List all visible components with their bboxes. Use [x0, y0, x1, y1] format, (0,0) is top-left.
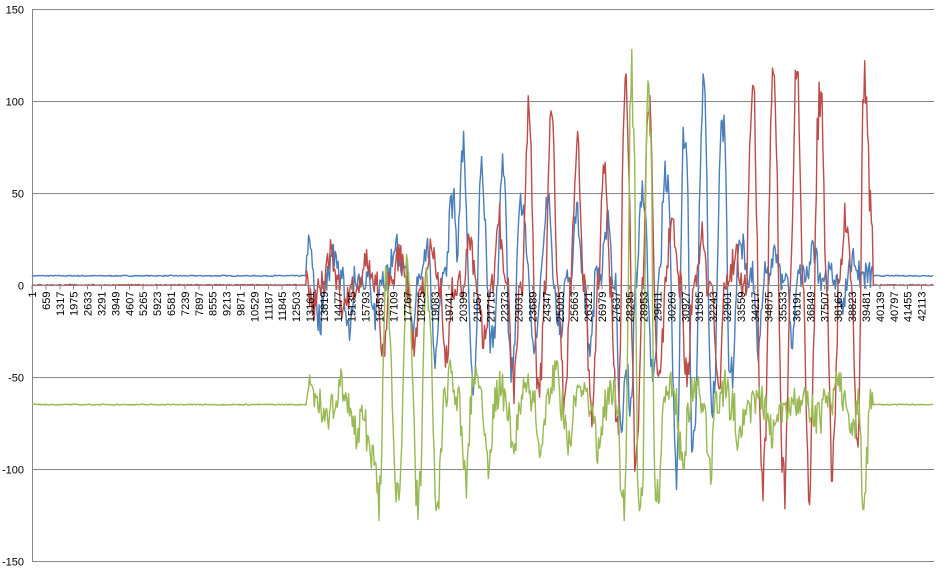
x-tick-label: 1 — [27, 292, 39, 298]
x-tick-label: 40139 — [875, 292, 887, 323]
x-tick-label: 9213 — [222, 292, 234, 316]
x-tick-label: 40797 — [889, 292, 901, 323]
x-tick-label: 26979 — [597, 292, 609, 323]
x-tick-label: 34217 — [750, 292, 762, 323]
x-tick-label: 14477 — [333, 292, 345, 323]
x-tick-label: 7239 — [180, 292, 192, 316]
x-tick-label: 5265 — [138, 292, 150, 316]
x-tick-label: 33559 — [736, 292, 748, 323]
series-line-1 — [31, 73, 934, 491]
x-tick-label: 15135 — [347, 292, 359, 323]
x-tick-label: 32243 — [708, 292, 720, 323]
x-tick-label: 23689 — [527, 292, 539, 323]
x-tick-label: 30269 — [666, 292, 678, 323]
x-tick-label: 659 — [41, 292, 53, 310]
x-tick-label: 22373 — [500, 292, 512, 323]
x-tick-label: 19741 — [444, 292, 456, 323]
x-tick-label: 5923 — [152, 292, 164, 316]
x-tick-label: 24347 — [541, 292, 553, 323]
x-tick-label: 19083 — [430, 292, 442, 323]
x-tick-label: 34875 — [764, 292, 776, 323]
x-tick-label: 8555 — [208, 292, 220, 316]
x-tick-label: 23031 — [514, 292, 526, 323]
x-tick-label: 3949 — [110, 292, 122, 316]
x-tick-labels: 1 659 1317 1975 2633 3291 3949 4607 5265 5923 6581… — [27, 285, 929, 323]
x-tick-label: 12503 — [291, 292, 303, 323]
x-tick-label: 1317 — [55, 292, 67, 316]
x-tick-label: 42113 — [917, 292, 929, 322]
x-tick-label: 37507 — [819, 292, 831, 323]
x-tick-label: 11187 — [263, 292, 275, 321]
x-tick-label: 13819 — [319, 292, 331, 323]
x-tick-label: 32901 — [722, 292, 734, 323]
x-tick-label: 16451 — [375, 292, 387, 323]
x-tick-label: 17109 — [388, 292, 400, 323]
x-tick-label: 2633 — [83, 292, 95, 316]
x-tick-label: 41455 — [903, 292, 915, 323]
series-line-3 — [31, 48, 934, 522]
x-tick-label: 20399 — [458, 292, 470, 323]
x-tick-label: 38165 — [833, 292, 845, 323]
x-tick-label: 4607 — [124, 292, 136, 316]
x-tick-label: 29611 — [653, 292, 665, 322]
x-tick-label: 13161 — [305, 292, 317, 323]
x-tick-label: 25663 — [569, 292, 581, 323]
series-line-2 — [31, 60, 934, 510]
x-tick-label: 26321 — [583, 292, 595, 323]
y-tick-label: -150 — [2, 557, 24, 569]
x-tick-label: 28953 — [639, 292, 651, 323]
y-tick-label: -100 — [2, 465, 24, 477]
x-tick-label: 36849 — [805, 292, 817, 323]
x-tick-label: 15793 — [361, 292, 373, 323]
x-tick-label: 17767 — [402, 292, 414, 323]
x-tick-label: 30927 — [680, 292, 692, 323]
y-tick-label: -50 — [8, 373, 24, 385]
x-tick-label: 38823 — [847, 292, 859, 323]
y-tick-label: 0 — [18, 281, 24, 293]
y-tick-label: 100 — [6, 97, 24, 109]
x-tick-label: 21715 — [486, 292, 498, 323]
y-tick-labels: -150 -100 -50 0 50 100 150 — [2, 5, 24, 569]
x-tick-label: 6581 — [166, 292, 178, 316]
x-tick-label: 10529 — [249, 292, 261, 323]
x-tick-label: 1975 — [69, 292, 81, 316]
x-tick-label: 7897 — [194, 292, 206, 316]
x-tick-label: 39481 — [861, 292, 873, 323]
x-tick-label: 11845 — [277, 292, 289, 322]
x-tick-label: 36191 — [792, 292, 804, 323]
x-tick-label: 31585 — [694, 292, 706, 323]
x-tick-label: 35533 — [778, 292, 790, 323]
x-tick-label: 27637 — [611, 292, 623, 323]
x-tick-label: 3291 — [97, 292, 109, 316]
x-tick-label: 18425 — [416, 292, 428, 323]
x-tick-label: 9871 — [236, 292, 248, 316]
x-tick-label: 21057 — [472, 292, 484, 323]
x-tick-label: 28295 — [625, 292, 637, 323]
y-tick-label: 150 — [6, 5, 24, 17]
y-tick-label: 50 — [12, 189, 24, 201]
x-tick-label: 25005 — [555, 292, 567, 323]
